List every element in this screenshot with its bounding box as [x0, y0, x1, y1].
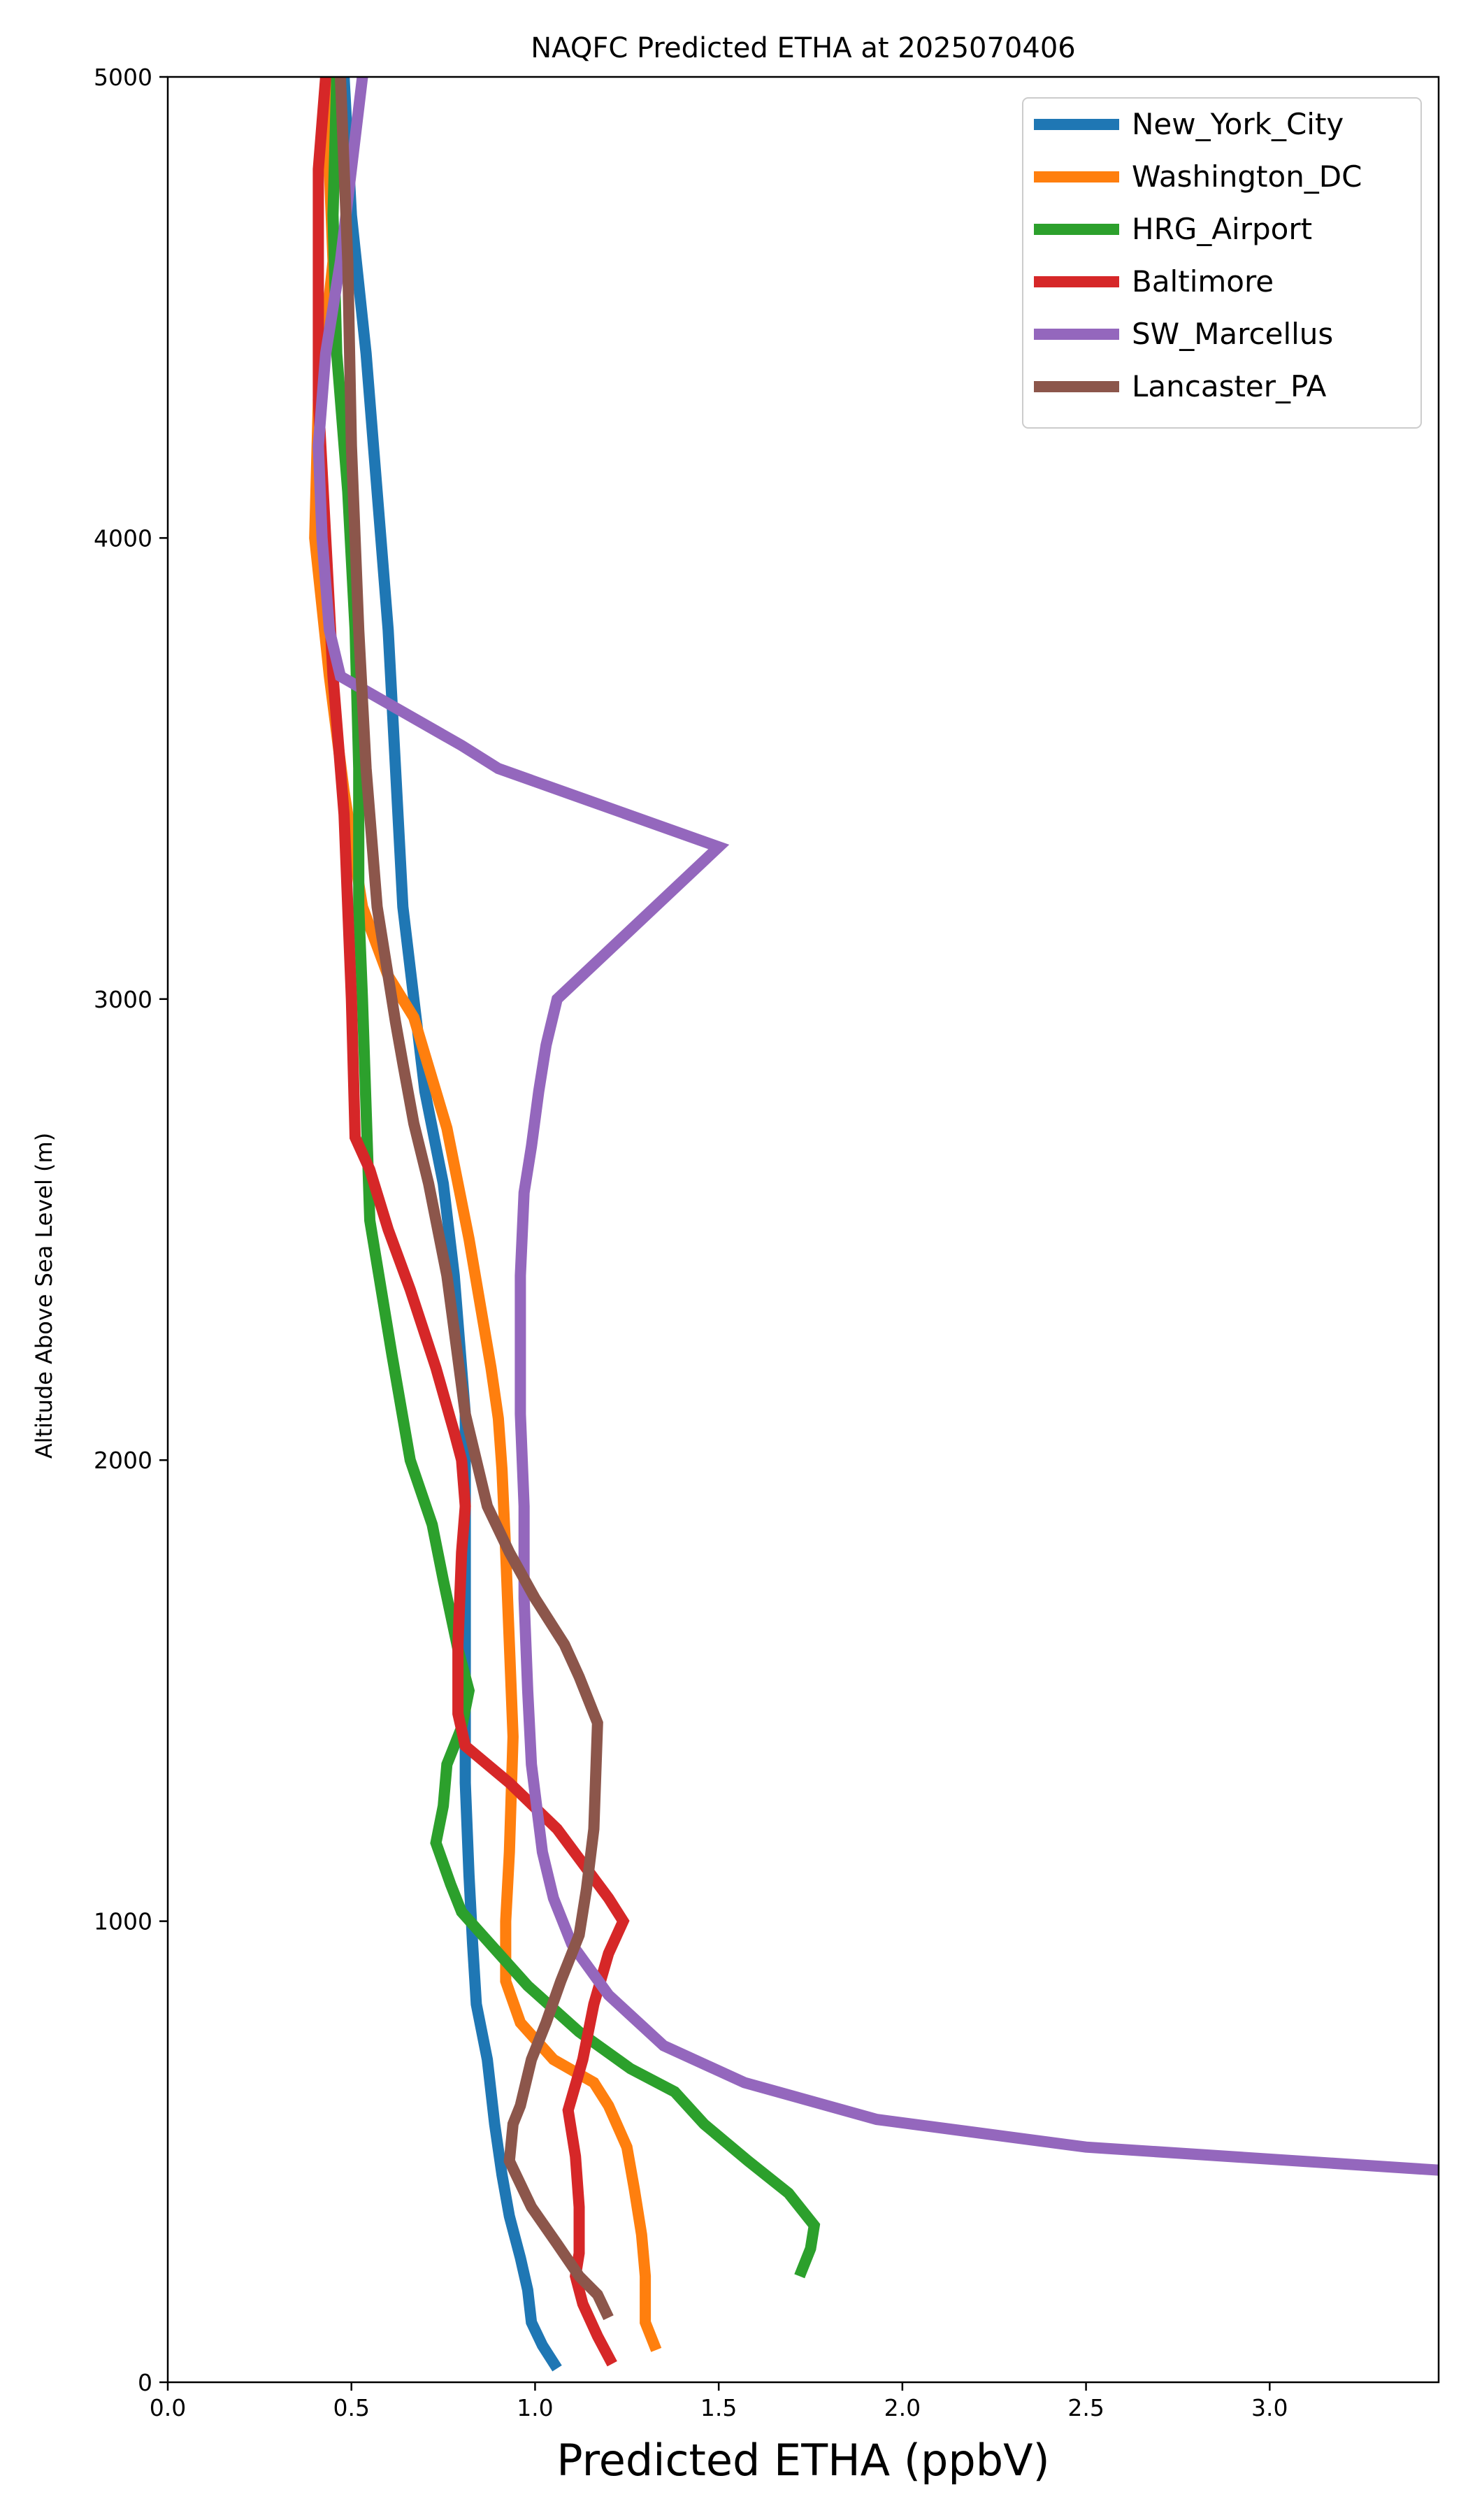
- x-tick-label: 2.5: [1067, 2394, 1104, 2421]
- legend-label: SW_Marcellus: [1132, 317, 1333, 351]
- x-axis-label: Predicted ETHA (ppbV): [556, 2435, 1049, 2486]
- y-tick-label: 2000: [94, 1447, 152, 1474]
- y-tick-label: 0: [138, 2369, 152, 2396]
- series-line-baltimore: [312, 77, 630, 2367]
- series-layer: [309, 77, 1439, 2372]
- axes-layer: 0.0 0.5 1.0 1.5 2.0 2.5 3.0 0 1000 2000 3000 4000 50…: [94, 64, 1440, 2421]
- plot-frame: [166, 76, 1440, 2384]
- legend-box: [1022, 97, 1422, 429]
- y-tick-label: 4000: [94, 524, 152, 552]
- x-tick-label: 0.5: [333, 2394, 369, 2421]
- y-tick-label: 1000: [94, 1908, 152, 1935]
- x-tick-label: 1.5: [700, 2394, 737, 2421]
- x-tick-label: 3.0: [1251, 2394, 1288, 2421]
- x-tick-label: 1.0: [517, 2394, 553, 2421]
- y-tick-label: 3000: [94, 986, 152, 1013]
- y-axis-label: Altitude Above Sea Level (m): [31, 1133, 57, 1459]
- legend-label: HRG_Airport: [1132, 212, 1312, 246]
- legend-label: Lancaster_PA: [1132, 369, 1327, 403]
- legend-label: Baltimore: [1132, 264, 1274, 299]
- series-line-lancaster-pa: [335, 77, 614, 2321]
- x-tick-label: 2.0: [884, 2394, 921, 2421]
- chart-title: NAQFC Predicted ETHA at 2025070406: [531, 32, 1075, 64]
- series-line-sw-marcellus: [312, 77, 1439, 2176]
- x-tick-label: 0.0: [150, 2394, 186, 2421]
- legend: New_York_City Washington_DC HRG_Airport Bal…: [1022, 97, 1422, 429]
- y-tick-label: 5000: [94, 64, 152, 91]
- legend-label: New_York_City: [1132, 107, 1344, 141]
- legend-label: Washington_DC: [1132, 159, 1362, 194]
